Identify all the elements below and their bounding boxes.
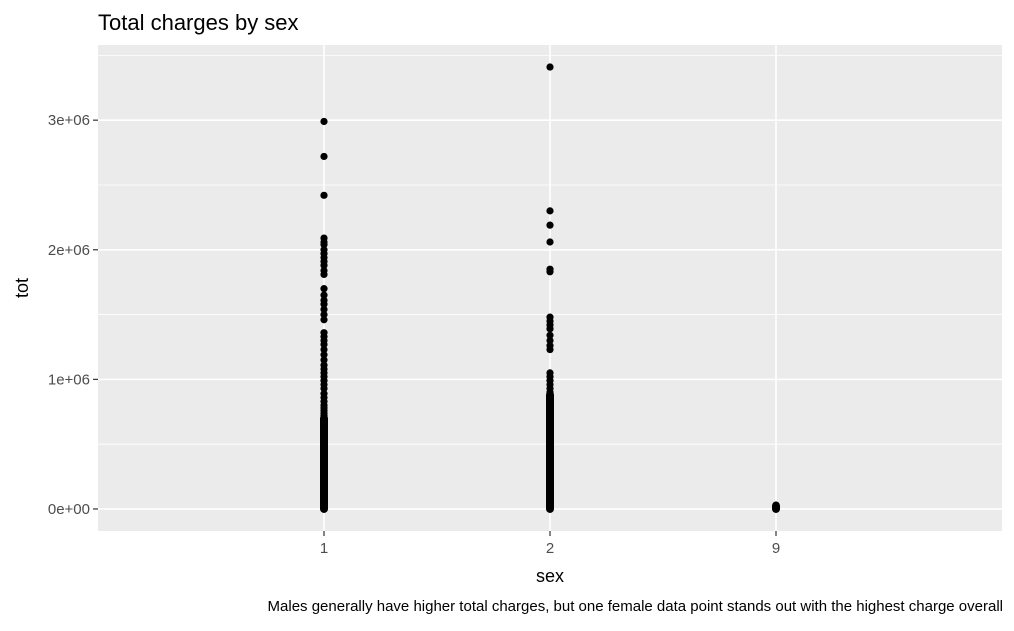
data-point <box>320 291 328 299</box>
data-point <box>546 331 554 339</box>
y-tick-label: 1e+06 <box>48 371 90 388</box>
data-point <box>546 345 554 354</box>
data-point <box>546 63 554 71</box>
data-point <box>546 388 554 396</box>
data-point <box>320 261 328 269</box>
y-axis: 0e+00 1e+06 2e+06 3e+06 <box>48 112 98 518</box>
data-points <box>320 63 780 513</box>
chart-title: Total charges by sex <box>98 10 299 35</box>
data-point <box>546 207 554 215</box>
data-point <box>320 152 328 161</box>
data-point <box>320 316 328 324</box>
data-point <box>546 336 554 345</box>
data-point <box>320 285 328 293</box>
data-point <box>546 238 554 246</box>
chart-caption: Males generally have higher total charge… <box>268 598 1003 615</box>
data-point <box>320 351 328 359</box>
y-tick-label: 3e+06 <box>48 112 90 129</box>
data-point <box>320 270 328 278</box>
data-point <box>320 384 328 393</box>
data-point <box>320 340 328 348</box>
x-axis-label: sex <box>536 566 564 586</box>
data-point <box>320 240 328 249</box>
x-tick-label: 9 <box>772 540 780 557</box>
x-tick-label: 1 <box>320 540 328 557</box>
data-point <box>320 356 328 364</box>
data-point <box>320 310 328 319</box>
y-axis-label: tot <box>12 278 32 298</box>
data-point <box>320 412 328 420</box>
y-tick-label: 2e+06 <box>48 242 90 259</box>
y-tick-label: 0e+00 <box>48 501 90 518</box>
data-point <box>546 268 554 276</box>
data-point <box>546 325 554 333</box>
data-point <box>320 117 328 126</box>
x-tick-label: 2 <box>546 540 554 557</box>
data-point <box>772 501 780 509</box>
data-point <box>320 300 328 308</box>
x-axis: 1 2 9 <box>320 531 780 557</box>
data-point <box>546 221 554 229</box>
data-point <box>320 191 328 199</box>
data-point <box>320 305 328 313</box>
data-point <box>320 345 328 354</box>
